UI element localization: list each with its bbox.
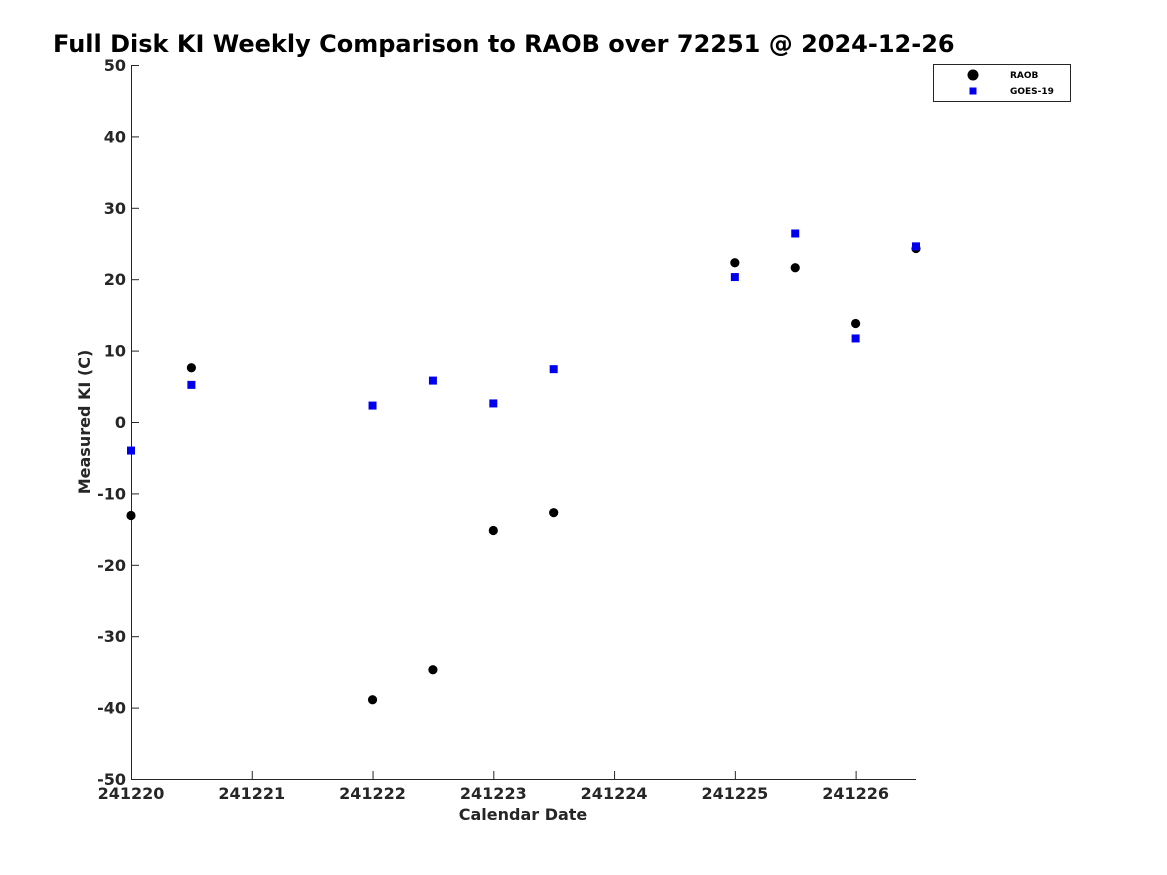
raob-point xyxy=(790,263,800,273)
raob-point xyxy=(851,318,861,329)
plot-points xyxy=(126,229,921,705)
goes-19-point xyxy=(912,242,920,251)
goes-19-point xyxy=(549,365,558,374)
goes-19-point xyxy=(851,334,860,343)
x-tick-label: 241224 xyxy=(581,784,648,803)
y-axis-label: Measured KI (C) xyxy=(75,350,94,495)
y-tick-label: 40 xyxy=(104,127,126,146)
raob-point xyxy=(730,258,740,268)
legend-label-raob: RAOB xyxy=(1010,71,1039,81)
goes-19-point xyxy=(489,399,498,408)
y-tick-label: 50 xyxy=(104,56,126,75)
raob-point xyxy=(186,363,196,373)
y-tick-label: -30 xyxy=(97,627,126,646)
x-tick-label: 241223 xyxy=(460,784,527,803)
legend-label-goes-19: GOES-19 xyxy=(1010,87,1054,97)
y-tick-label: 20 xyxy=(104,270,126,289)
y-tick-label: 30 xyxy=(104,199,126,218)
y-tick-label: -10 xyxy=(97,484,126,503)
y-tick-label: -50 xyxy=(97,770,126,789)
y-ticks: -50 -40 -30 -20 -10 0 10 20 30 40 50 xyxy=(97,56,139,789)
raob-point xyxy=(488,525,498,536)
x-tick-label: 241226 xyxy=(822,784,889,803)
y-tick-label: -40 xyxy=(97,699,126,718)
legend: RAOB GOES-19 xyxy=(933,64,1071,102)
legend-marker-goes-19 xyxy=(969,87,977,95)
x-ticks: 241220 241221 241222 241223 241224 241225 2412… xyxy=(98,771,889,803)
legend-marker-raob xyxy=(967,69,979,81)
raob-point xyxy=(126,510,136,521)
raob-point xyxy=(428,665,438,675)
goes-19-point xyxy=(428,376,437,385)
goes-19-point xyxy=(368,401,377,410)
goes-19-point xyxy=(187,380,196,389)
goes-19-point xyxy=(791,229,800,238)
y-tick-label: 10 xyxy=(104,342,126,361)
goes-19-point xyxy=(127,446,135,455)
x-tick-label: 241222 xyxy=(339,784,406,803)
raob-point xyxy=(367,695,378,705)
x-tick-label: 241225 xyxy=(701,784,768,803)
x-tick-label: 241221 xyxy=(218,784,285,803)
x-axis-label: Calendar Date xyxy=(459,805,588,824)
legend-box xyxy=(933,64,1071,102)
y-tick-label: -20 xyxy=(97,556,126,575)
y-tick-label: 0 xyxy=(115,413,126,432)
goes-19-point xyxy=(730,273,739,282)
x-tick-label: 241220 xyxy=(98,784,165,803)
chart-title: Full Disk KI Weekly Comparison to RAOB o… xyxy=(53,30,955,58)
raob-point xyxy=(549,508,559,518)
